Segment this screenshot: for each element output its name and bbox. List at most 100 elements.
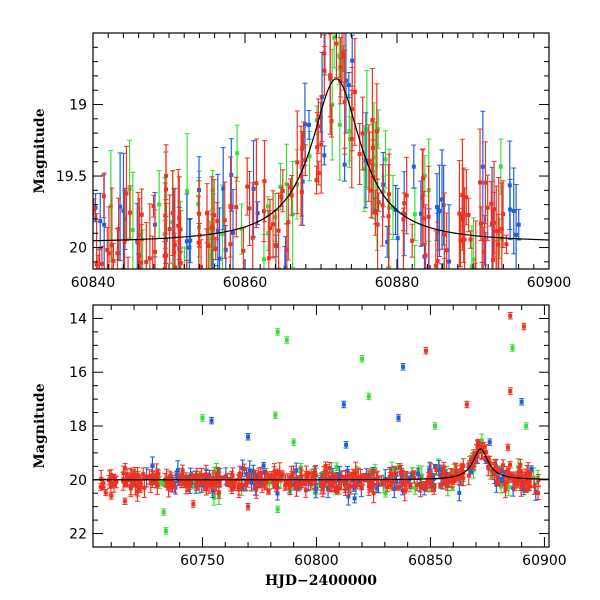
data-point-red	[429, 480, 434, 485]
data-point-red	[214, 479, 219, 484]
data-point-red	[478, 180, 483, 185]
data-point-red	[340, 476, 345, 481]
data-point-red	[400, 470, 405, 475]
data-point-red	[392, 471, 397, 476]
y-tick-label: 19.5	[56, 169, 87, 185]
data-point-blue	[499, 477, 504, 482]
data-point-red	[143, 475, 148, 480]
data-point-red	[373, 210, 378, 215]
data-point-green	[337, 53, 342, 58]
data-point-red	[246, 474, 251, 479]
data-point-red	[300, 146, 305, 151]
data-point-red	[388, 483, 393, 488]
y-tick-label: 18	[69, 419, 87, 435]
data-point-red	[286, 481, 291, 486]
model-curve	[93, 78, 549, 242]
data-point-red	[385, 485, 390, 490]
data-point-red	[458, 237, 463, 242]
data-point-red	[262, 480, 267, 485]
data-point-green	[362, 166, 367, 171]
data-point-red	[96, 290, 100, 294]
data-point-red	[121, 479, 126, 484]
data-point-red	[106, 251, 111, 256]
data-point-red	[389, 472, 394, 477]
data-point-red	[111, 258, 116, 263]
data-point-red	[415, 483, 420, 488]
data-point-red	[268, 226, 273, 231]
data-point-red	[480, 272, 484, 276]
data-point-red	[524, 487, 529, 492]
data-point-red	[116, 227, 121, 232]
data-point-red	[512, 479, 517, 484]
data-point-red	[163, 213, 168, 218]
data-point-red	[491, 257, 496, 262]
data-point-red	[319, 142, 324, 147]
data-point-red	[180, 468, 185, 473]
data-point-red	[492, 220, 497, 225]
data-point-blue	[261, 463, 266, 468]
data-point-red	[169, 480, 174, 485]
data-point-red	[496, 242, 501, 247]
data-point-red	[352, 473, 357, 478]
data-point-red	[212, 483, 217, 488]
data-point-red	[489, 468, 494, 473]
data-point-red	[332, 480, 337, 485]
data-point-red	[536, 478, 541, 483]
data-point-red	[353, 481, 358, 486]
data-point-green	[471, 257, 476, 262]
data-point-red	[271, 222, 276, 227]
data-point-blue	[341, 402, 346, 407]
data-point-blue	[342, 162, 347, 167]
data-point-red	[242, 467, 247, 472]
data-point-blue	[374, 486, 379, 491]
data-point-green	[373, 467, 378, 472]
data-point-red	[375, 222, 380, 227]
data-point-blue	[246, 434, 251, 439]
data-point-red	[201, 479, 206, 484]
data-point-green	[510, 346, 515, 351]
data-point-red	[480, 449, 485, 454]
data-point-blue	[121, 208, 126, 213]
data-point-blue	[416, 471, 421, 476]
data-point-green	[364, 127, 369, 132]
data-point-green	[498, 164, 503, 169]
data-point-red	[111, 474, 116, 479]
data-point-red	[421, 216, 426, 221]
data-point-red	[334, 485, 339, 490]
data-point-red	[232, 483, 237, 488]
data-point-red	[311, 474, 316, 479]
data-point-red	[258, 471, 263, 476]
data-point-green	[469, 264, 474, 269]
y-tick-label: 22	[69, 527, 87, 543]
data-point-green	[347, 129, 352, 134]
data-point-red	[128, 486, 133, 491]
data-point-red	[210, 224, 215, 229]
data-point-red	[457, 211, 462, 216]
data-point-red	[279, 194, 284, 199]
data-point-red	[229, 487, 234, 492]
data-point-red	[484, 450, 489, 455]
data-point-blue	[255, 211, 260, 216]
data-point-red	[190, 475, 195, 480]
data-point-green	[275, 329, 280, 334]
data-point-red	[444, 248, 449, 253]
data-point-red	[113, 476, 118, 481]
data-point-green	[214, 468, 219, 473]
data-point-red	[241, 248, 246, 253]
data-point-blue	[519, 399, 524, 404]
data-point-red	[520, 474, 525, 479]
data-point-green	[422, 173, 427, 178]
data-point-red	[532, 484, 537, 489]
data-point-red	[505, 445, 510, 450]
data-point-red	[98, 484, 103, 489]
data-point-blue	[439, 197, 444, 202]
data-point-red	[313, 472, 318, 477]
data-point-red	[126, 271, 130, 275]
data-point-green	[499, 465, 504, 470]
data-point-red	[343, 475, 348, 480]
data-point-blue	[346, 83, 351, 88]
data-point-red	[266, 256, 271, 261]
data-point-red	[178, 227, 183, 232]
data-point-red	[194, 483, 199, 488]
data-point-red	[137, 254, 142, 259]
